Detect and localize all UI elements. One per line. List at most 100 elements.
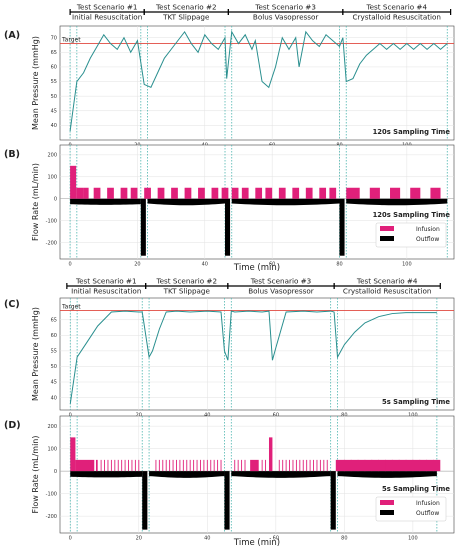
mean-pressure-line [69,30,448,132]
outflow-bar [142,471,148,530]
outflow-area [337,471,437,478]
legend-label-outflow: Outflow [416,510,439,517]
infusion-bar [329,187,337,199]
infusion-spike [220,459,222,472]
y-tick-label: -100 [46,491,57,497]
sampling-time-annotation: 120s Sampling Time [373,128,451,136]
infusion-spike [100,459,102,472]
outflow-area [70,471,143,478]
infusion-spike [200,459,201,472]
infusion-spike [131,459,133,472]
plot-frame [59,297,455,411]
infusion-bar [93,187,101,199]
outflow-area [149,471,225,478]
y-tick-label: -200 [46,240,57,246]
panel-c-mean-pressure-5s: 40 45 50 55 60 65 0 20 40 60 80 100 Target 5s Samplin… [4,277,455,419]
infusion-spike [285,459,287,472]
infusion-bar [265,187,273,199]
infusion-bar [335,459,441,472]
x-tick-label: 100 [402,262,412,268]
y-tick-label: 200 [47,424,57,430]
y-tick-label: 50 [51,94,57,100]
legend-swatch-outflow [380,510,394,515]
panel-b-flow-rate-120s: -200 -100 0 100 200 0 20 40 60 80 100 120s Sampling… [4,144,455,273]
y-tick-label: 200 [47,153,57,159]
legend-swatch-infusion [380,500,394,505]
infusion-spike [117,459,119,472]
infusion-spike [165,459,167,472]
infusion-bar [278,187,286,199]
infusion-spike [278,459,280,472]
infusion-spike [306,459,308,472]
infusion-spike [261,459,263,472]
infusion-spike [313,459,314,472]
infusion-spike [179,459,181,472]
legend-swatch-infusion [380,226,394,231]
x-axis-label: Time (min) [233,263,280,273]
infusion-spike [326,459,328,472]
y-tick-label: 0 [54,196,57,202]
scenario-title: Test Scenario #2 [155,3,217,12]
infusion-bar [211,187,219,199]
infusion-spike [169,459,171,472]
outflow-area [231,471,331,478]
outflow-area [346,198,448,206]
legend-label-infusion: Infusion [416,500,440,507]
outflow-area [70,198,141,205]
infusion-spike [398,459,400,472]
infusion-bar [231,187,239,199]
infusion-spike [323,459,325,472]
infusion-bar [95,459,98,472]
infusion-spike [405,459,407,472]
target-label: Target [61,303,81,310]
infusion-spike [289,459,290,472]
y-axis-label: Mean Pressure (mmHg) [31,36,40,130]
x-tick-label: 40 [202,262,208,268]
legend-swatch-outflow [380,236,394,241]
infusion-bar [107,187,114,199]
panel-a-mean-pressure-120s: 40455055606570020406080100Target120s Sam… [4,3,455,149]
y-tick-label: 100 [47,174,57,180]
infusion-bar [390,187,401,199]
outflow-bar [330,471,336,530]
y-axis-label: Flow Rate (mL/min) [31,436,40,514]
x-tick-label: 40 [204,536,210,542]
infusion-bar [221,187,229,199]
x-tick-label: 100 [408,413,418,419]
panel-label: (C) [4,299,20,310]
legend-label-infusion: Infusion [416,226,440,233]
x-tick-label: 20 [136,413,142,419]
infusion-spike [316,459,318,472]
x-tick-label: 40 [204,413,210,419]
infusion-bar [76,187,84,199]
sampling-time-annotation: 5s Sampling Time [382,398,450,406]
infusion-bar [70,437,76,472]
infusion-spike [419,459,421,472]
infusion-bar [83,187,89,199]
y-axis-label: Flow Rate (mL/min) [31,163,40,241]
infusion-bar [198,187,205,199]
y-tick-label: 60 [51,65,57,71]
infusion-spike [206,459,208,472]
x-tick-label: 80 [336,262,342,268]
x-tick-label: 60 [269,262,275,268]
panel-label: (A) [4,30,20,41]
scenario-title: Test Scenario #1 [75,277,137,286]
x-tick-label: 80 [341,536,347,542]
x-tick-label: 0 [69,262,72,268]
infusion-bar [241,187,249,199]
infusion-spike [343,459,345,472]
infusion-spike [378,459,380,472]
infusion-spike [104,459,105,472]
infusion-spike [114,459,116,472]
legend-label-outflow: Outflow [416,236,439,243]
y-tick-label: 40 [51,395,57,401]
infusion-spike [237,459,239,472]
infusion-spike [176,459,177,472]
infusion-bar [171,187,178,199]
infusion-bar [410,187,421,199]
infusion-bar [120,187,128,199]
scenario-subtitle: Initial Resuscitation [72,13,142,22]
y-tick-label: 45 [51,108,57,114]
